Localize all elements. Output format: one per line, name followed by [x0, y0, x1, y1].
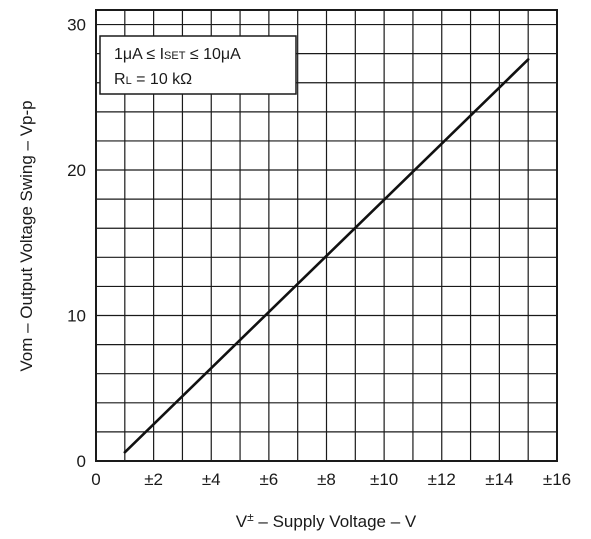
- x-tick-labels: 0 ±2 ±4 ±6 ±8 ±10 ±12 ±14 ±16: [91, 470, 571, 489]
- y-tick-label: 0: [77, 452, 86, 471]
- x-tick-label: ±2: [144, 470, 163, 489]
- y-tick-label: 10: [67, 307, 86, 326]
- x-tick-label: ±6: [259, 470, 278, 489]
- legend-iset-range: 1μA ≤ ISET ≤ 10μA: [114, 46, 241, 63]
- plot-frame: [95, 9, 558, 462]
- x-tick-label: 0: [91, 470, 100, 489]
- x-tick-label: ±4: [202, 470, 221, 489]
- x-tick-label: ±10: [370, 470, 398, 489]
- x-tick-label: ±16: [543, 470, 571, 489]
- legend-frame: [99, 35, 297, 95]
- legend-box: 1μA ≤ ISET ≤ 10μA RL = 10 kΩ: [99, 35, 297, 95]
- series: [123, 58, 530, 454]
- y-axis-title: Vom – Output Voltage Swing – Vp-p: [17, 100, 36, 371]
- y-tick-labels: 0 10 20 30: [67, 16, 86, 471]
- x-axis-title: V± – Supply Voltage – V: [236, 510, 417, 531]
- series-line: [123, 58, 530, 454]
- legend-rl-value: RL = 10 kΩ: [114, 71, 192, 88]
- y-tick-label: 20: [67, 161, 86, 180]
- x-tick-label: ±8: [317, 470, 336, 489]
- x-tick-label: ±12: [428, 470, 456, 489]
- y-tick-label: 30: [67, 16, 86, 35]
- x-tick-label: ±14: [485, 470, 513, 489]
